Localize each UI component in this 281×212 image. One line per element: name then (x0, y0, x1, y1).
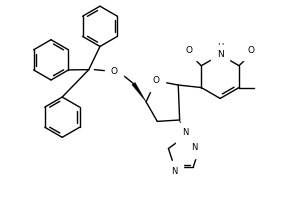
Polygon shape (132, 82, 146, 102)
Text: O: O (248, 46, 255, 55)
Polygon shape (180, 120, 185, 138)
Text: O: O (152, 76, 159, 85)
Text: N: N (217, 50, 224, 59)
Text: N: N (182, 128, 188, 137)
Text: N: N (171, 167, 178, 176)
Text: N: N (191, 144, 198, 152)
Text: O: O (110, 67, 117, 75)
Text: H: H (217, 43, 223, 52)
Text: O: O (185, 46, 192, 55)
